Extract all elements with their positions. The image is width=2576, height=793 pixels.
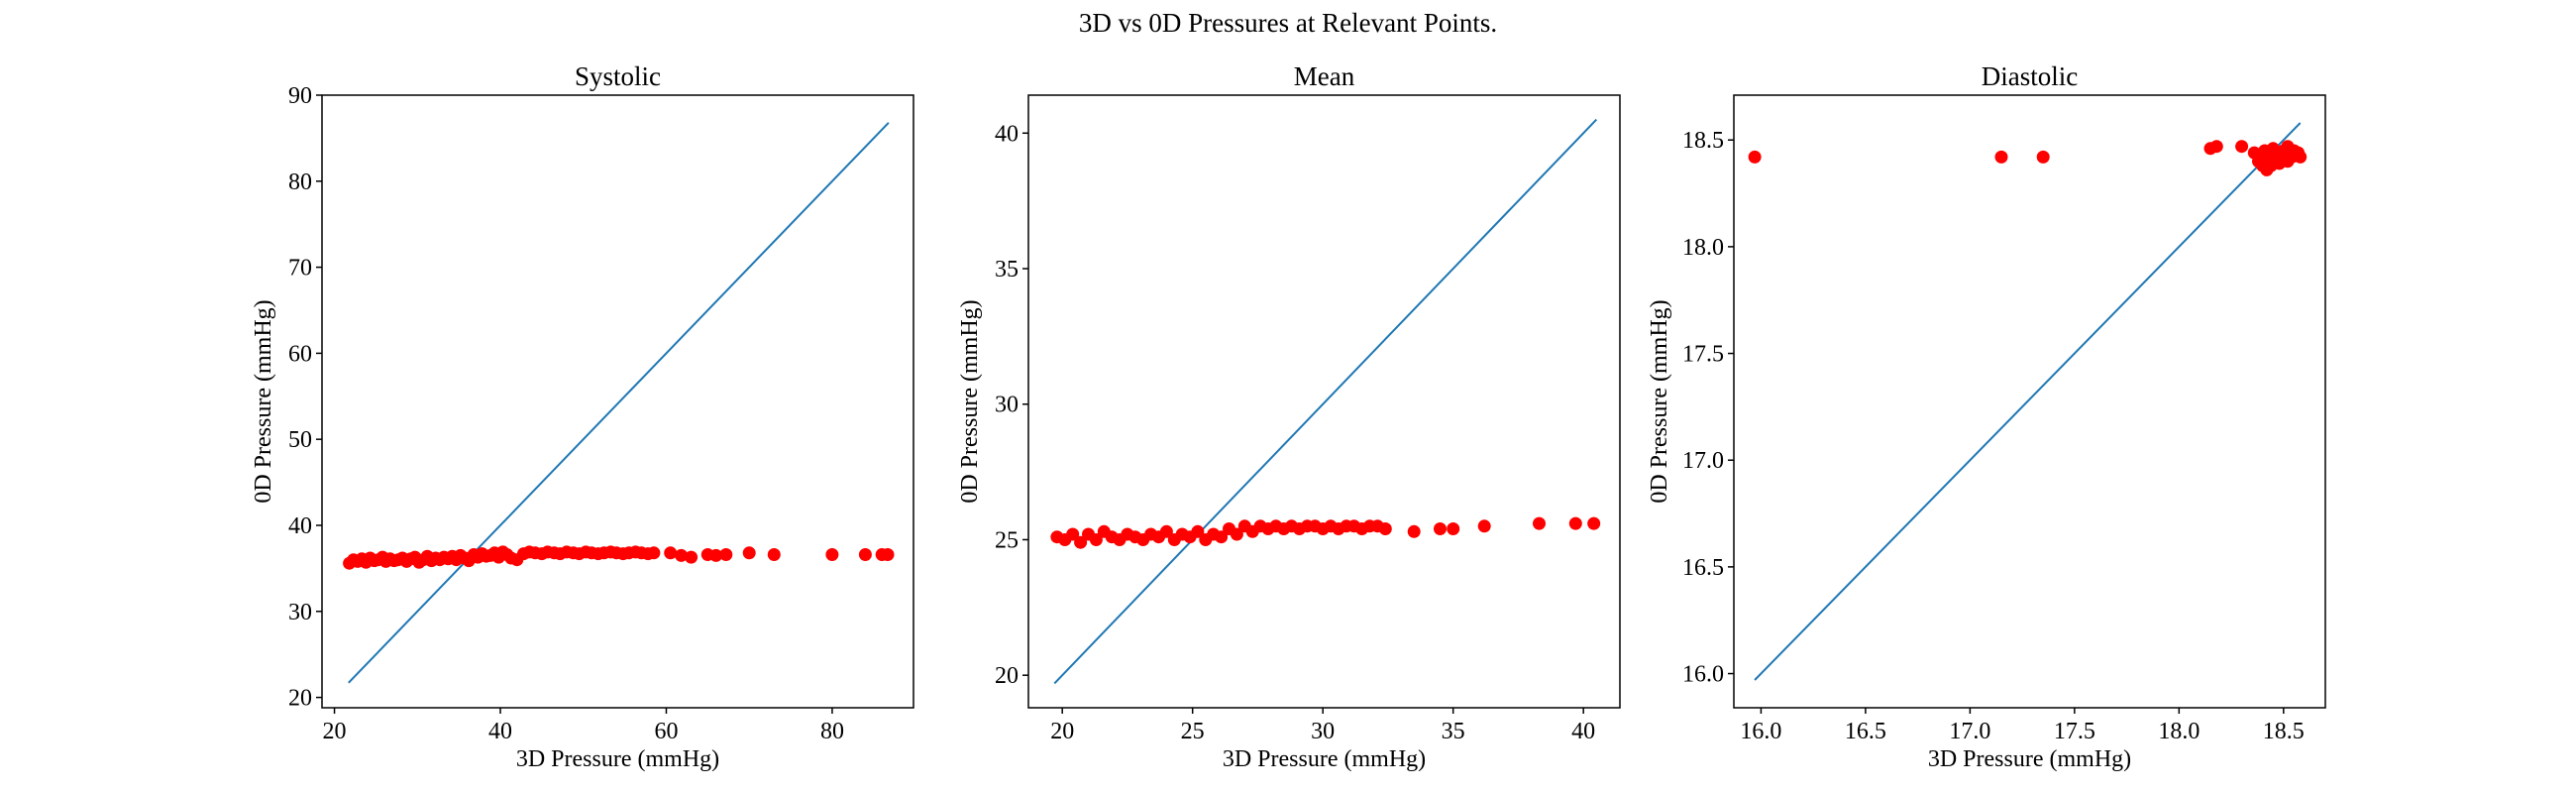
systolic-x-axis-label: 3D Pressure (mmHg)	[516, 746, 719, 772]
diastolic-y-tick-label: 18.0	[1682, 235, 1724, 261]
diastolic-x-tick-label: 18.0	[2158, 719, 2200, 744]
mean-y-tick-label: 25	[995, 527, 1019, 553]
mean-data-point	[1587, 516, 1601, 530]
mean-identity-line	[1053, 118, 1598, 685]
diastolic-x-axis-label: 3D Pressure (mmHg)	[1928, 746, 2131, 772]
mean-data-point	[1447, 522, 1460, 535]
systolic-x-tick-label: 80	[820, 719, 844, 744]
systolic-data-point	[647, 546, 661, 560]
diastolic-y-tick-label: 16.5	[1682, 555, 1724, 581]
systolic-data-point	[825, 548, 839, 561]
systolic-y-tick-label: 60	[288, 341, 312, 367]
systolic-axes-frame	[321, 94, 914, 709]
diastolic-x-tick-label: 18.5	[2263, 719, 2305, 744]
systolic-data-point	[675, 548, 689, 562]
diastolic-y-axis-label: 0D Pressure (mmHg)	[1647, 299, 1672, 503]
systolic-data-point	[767, 548, 781, 561]
systolic-y-tick-label: 80	[288, 170, 312, 195]
mean-x-tick-label: 25	[1181, 719, 1205, 744]
systolic-x-tick-label: 40	[488, 719, 512, 744]
mean-y-axis-label: 0D Pressure (mmHg)	[957, 299, 983, 503]
systolic-data-point	[709, 548, 723, 562]
mean-data-point	[1215, 530, 1229, 544]
diastolic-data-point	[2209, 140, 2223, 154]
systolic-data-point	[742, 546, 756, 560]
diastolic-y-tick-label: 16.0	[1682, 662, 1724, 688]
diastolic-y-tick-label: 17.5	[1682, 342, 1724, 368]
mean-y-tick-label: 35	[995, 257, 1019, 283]
mean-x-tick-label: 35	[1442, 719, 1465, 744]
diastolic-data-point	[2235, 140, 2249, 154]
mean-data-point	[1477, 519, 1491, 533]
systolic-y-tick-label: 40	[288, 513, 312, 539]
mean-data-point	[1407, 524, 1421, 538]
systolic-data-point	[858, 548, 872, 561]
mean-axes-frame	[1027, 94, 1621, 709]
mean-data-point	[1533, 516, 1546, 530]
mean-data-point	[1066, 527, 1080, 541]
diastolic-y-tick-label: 17.0	[1682, 448, 1724, 474]
mean-data-point	[1089, 533, 1103, 546]
systolic-y-tick-label: 90	[288, 83, 312, 109]
mean-title: Mean	[1294, 61, 1355, 91]
diastolic-x-tick-label: 16.5	[1845, 719, 1886, 744]
systolic-data-point	[685, 550, 698, 564]
mean-data-point	[1568, 516, 1582, 530]
systolic-data-point	[664, 546, 678, 560]
systolic-x-tick-label: 60	[654, 719, 678, 744]
diastolic-identity-line	[1754, 122, 2302, 681]
mean-y-tick-label: 40	[995, 121, 1019, 147]
mean-data-point	[1434, 522, 1447, 535]
mean-data-point	[1378, 522, 1392, 535]
diastolic-data-point	[2294, 150, 2308, 164]
diastolic-data-point	[1748, 150, 1762, 164]
systolic-y-tick-label: 20	[288, 686, 312, 712]
mean-data-point	[1159, 524, 1173, 538]
mean-panel: 20 25 30 35 40 20 25 30 35 40 Mean 3D Pressure (mmH…	[957, 61, 1621, 772]
mean-y-tick-label: 20	[995, 663, 1019, 689]
mean-data-point	[1191, 524, 1205, 538]
diastolic-x-tick-label: 17.5	[2054, 719, 2095, 744]
systolic-data-point	[881, 548, 895, 561]
systolic-y-tick-label: 50	[288, 427, 312, 453]
systolic-x-tick-label: 20	[323, 719, 347, 744]
mean-x-tick-label: 20	[1050, 719, 1074, 744]
diastolic-data-point	[1994, 150, 2008, 164]
mean-x-tick-label: 40	[1571, 719, 1595, 744]
diastolic-x-tick-label: 17.0	[1949, 719, 1990, 744]
systolic-title: Systolic	[575, 61, 661, 91]
diastolic-title: Diastolic	[1982, 61, 2078, 91]
figure-title: 3D vs 0D Pressures at Relevant Points.	[1078, 8, 1498, 38]
diastolic-y-tick-label: 18.5	[1682, 128, 1724, 154]
systolic-data-point	[719, 548, 733, 561]
mean-x-tick-label: 30	[1311, 719, 1335, 744]
systolic-y-axis-label: 0D Pressure (mmHg)	[251, 299, 276, 503]
mean-y-tick-label: 30	[995, 393, 1019, 418]
systolic-y-tick-label: 70	[288, 256, 312, 282]
systolic-panel: 20 40 60 80 20 30 40 50 60 70 80 90 Systolic 3D Press…	[251, 61, 914, 772]
diastolic-data-point	[2036, 150, 2050, 164]
mean-x-axis-label: 3D Pressure (mmHg)	[1223, 746, 1426, 772]
systolic-y-tick-label: 30	[288, 600, 312, 625]
diastolic-axes-frame	[1733, 94, 2326, 709]
diastolic-x-tick-label: 16.0	[1740, 719, 1781, 744]
diastolic-panel: 16.0 16.5 17.0 17.5 18.0 18.5 16.0 16.5 17.0 17.5…	[1647, 61, 2326, 772]
mean-data-point	[1074, 535, 1088, 549]
mean-data-point	[1230, 527, 1243, 541]
systolic-identity-line	[348, 122, 890, 684]
